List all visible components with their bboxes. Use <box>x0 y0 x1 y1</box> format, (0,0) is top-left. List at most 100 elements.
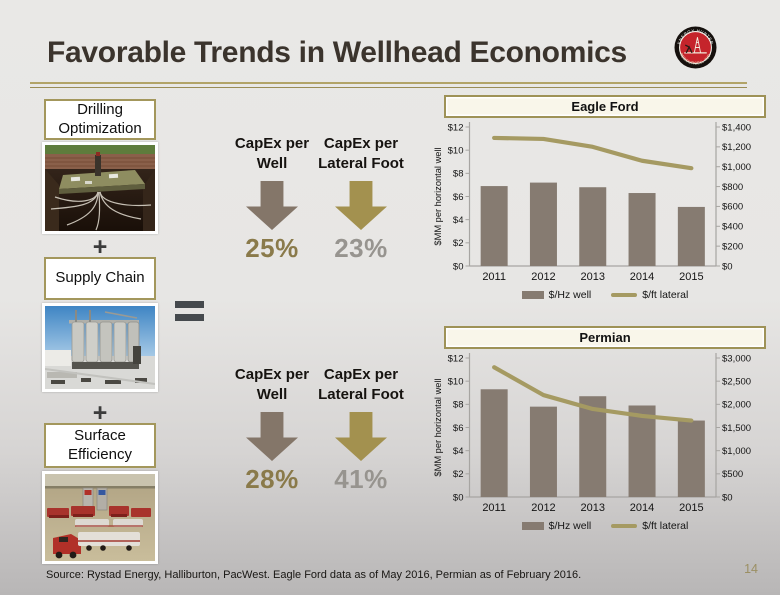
x-axis-label: 2012 <box>531 271 555 283</box>
x-axis-label: 2014 <box>630 502 654 514</box>
plus-sign-2: + <box>92 399 108 427</box>
down-arrow-icon-taupe-top <box>246 181 298 230</box>
legend-item: $/ft lateral <box>611 289 688 301</box>
surface-efficiency-label: Surface Efficiency <box>68 426 132 463</box>
drilling-pad-cutaway-illustration <box>45 145 155 231</box>
supply-chain-label: Supply Chain <box>55 269 145 287</box>
right-axis-tick-label: $2,000 <box>722 400 751 411</box>
legend-label: $/ft lateral <box>642 289 689 301</box>
company-logo: ENERGY HUNTER RESOURCES, INC. <box>674 26 717 69</box>
bar-2015 <box>677 420 705 497</box>
permian-chart-title: Permian <box>444 326 766 349</box>
right-axis-tick-label: $1,200 <box>722 142 751 153</box>
legend-item: $/ft lateral <box>611 520 688 532</box>
down-arrow-icon-gold-bottom <box>335 412 387 461</box>
left-axis-title: $MM per horizontal well <box>433 147 443 245</box>
left-axis-tick-label: $4 <box>453 446 464 457</box>
right-axis-tick-label: $1,000 <box>722 162 751 173</box>
x-axis-label: 2015 <box>679 502 703 514</box>
left-axis-title: $MM per horizontal well <box>433 378 443 476</box>
right-axis-tick-label: $2,500 <box>722 376 751 387</box>
right-axis-tick-label: $1,500 <box>722 423 751 434</box>
x-axis-label: 2011 <box>482 502 506 514</box>
capex-per-well-heading-top: CapEx per Well <box>234 135 310 172</box>
legend-item: $/Hz well <box>521 520 591 532</box>
bar-2011 <box>480 186 508 266</box>
supply-chain-photo <box>42 303 158 392</box>
left-axis-tick-label: $8 <box>453 169 464 180</box>
legend-line-swatch <box>611 293 638 297</box>
eagle-ford-chart: Eagle Ford $0 $2 $4 $6 $8 $10 $12 $0 $200 $400 $60… <box>432 95 778 301</box>
legend-bar-swatch <box>521 291 544 299</box>
capex-well-pct-top: 25% <box>245 233 299 263</box>
left-axis-tick-label: $0 <box>453 261 464 272</box>
left-axis-tick-label: $6 <box>453 423 464 434</box>
capex-lateral-pct-bottom: 41% <box>334 464 388 494</box>
left-axis-tick-label: $4 <box>453 215 464 226</box>
legend-line-swatch <box>611 524 638 528</box>
capex-per-well-heading-bottom: CapEx per Well <box>234 366 310 403</box>
left-axis-tick-label: $10 <box>448 145 464 156</box>
legend-label: $/Hz well <box>548 289 592 301</box>
source-note: Source: Rystad Energy, Halliburton, PacW… <box>46 569 582 581</box>
surface-efficiency-photo <box>42 471 158 564</box>
equals-sign <box>175 301 204 327</box>
legend-label: $/ft lateral <box>642 520 689 532</box>
equals-top-bar <box>175 301 204 308</box>
right-axis-tick-label: $0 <box>722 261 733 272</box>
equals-bottom-bar <box>175 314 204 321</box>
bar-2014 <box>628 405 656 497</box>
bar-2013 <box>579 396 607 497</box>
right-axis-tick-label: $400 <box>722 222 743 233</box>
right-axis-tick-label: $500 <box>722 469 743 480</box>
bar-2012 <box>529 182 557 266</box>
right-axis-tick-label: $3,000 <box>722 353 751 364</box>
capex-per-lateral-heading-top: CapEx per Lateral Foot <box>318 135 404 172</box>
permian-legend: $/Hz well $/ft lateral <box>432 520 778 532</box>
right-axis-tick-label: $200 <box>722 241 743 252</box>
left-axis-tick-label: $12 <box>448 353 464 364</box>
right-axis-tick-label: $800 <box>722 182 743 193</box>
bar-2014 <box>628 193 656 266</box>
surface-efficiency-box: Surface Efficiency <box>44 423 156 468</box>
left-axis-tick-label: $2 <box>453 238 464 249</box>
capex-per-lateral-heading-bottom: CapEx per Lateral Foot <box>318 366 404 403</box>
x-axis-label: 2011 <box>482 271 506 283</box>
capex-lateral-group-top: CapEx per Lateral Foot 23% <box>311 134 411 264</box>
x-axis-label: 2015 <box>679 271 703 283</box>
right-axis-tick-label: $1,000 <box>722 446 751 457</box>
supply-chain-box: Supply Chain <box>44 257 156 300</box>
drilling-optimization-label: Drilling Optimization <box>58 100 142 137</box>
x-axis-label: 2013 <box>581 502 605 514</box>
bar-2015 <box>677 206 705 266</box>
down-arrow-icon-gold-top <box>335 181 387 230</box>
capex-lateral-pct-top: 23% <box>334 233 388 263</box>
frac-fleet-trucks-photo <box>45 474 155 561</box>
legend-bar-swatch <box>521 522 544 530</box>
left-axis-tick-label: $8 <box>453 400 464 411</box>
page-number: 14 <box>744 562 758 576</box>
drilling-optimization-box: Drilling Optimization <box>44 99 156 140</box>
capex-well-pct-bottom: 28% <box>245 464 299 494</box>
left-axis-tick-label: $12 <box>448 122 464 133</box>
capex-well-group-bottom: CapEx per Well 28% <box>227 365 317 495</box>
permian-plot-area: $0 $2 $4 $6 $8 $10 $12 $0 $500 $1,000 $1,500 $2,000… <box>433 353 751 514</box>
right-axis-tick-label: $0 <box>722 492 733 503</box>
left-axis-tick-label: $0 <box>453 492 464 503</box>
proppant-silos-photo <box>45 306 155 389</box>
left-axis-tick-label: $2 <box>453 469 464 480</box>
capex-lateral-group-bottom: CapEx per Lateral Foot 41% <box>311 365 411 495</box>
right-axis-tick-label: $600 <box>722 202 743 213</box>
slide-title: Favorable Trends in Wellhead Economics <box>47 36 627 69</box>
drilling-optimization-photo <box>42 142 158 234</box>
x-axis-label: 2013 <box>581 271 605 283</box>
bar-2011 <box>480 389 508 497</box>
eagle-ford-plot-area: $0 $2 $4 $6 $8 $10 $12 $0 $200 $400 $600 $800 $1,000… <box>433 122 751 283</box>
eagle-ford-chart-title: Eagle Ford <box>444 95 766 118</box>
x-axis-label: 2014 <box>630 271 654 283</box>
capex-well-group-top: CapEx per Well 25% <box>227 134 317 264</box>
down-arrow-icon-taupe-bottom <box>246 412 298 461</box>
x-axis-label: 2012 <box>531 502 555 514</box>
plus-sign-1: + <box>92 233 108 261</box>
